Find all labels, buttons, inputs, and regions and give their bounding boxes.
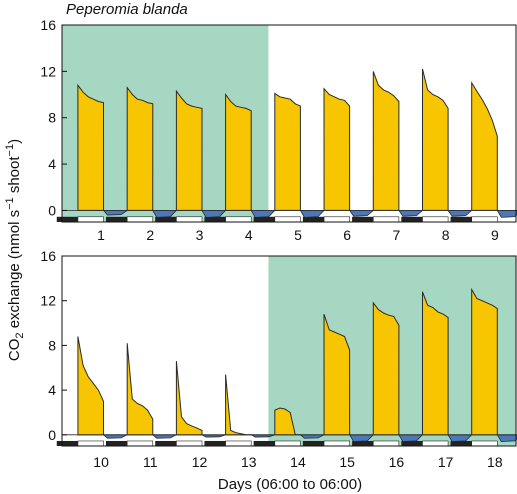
light-bar: [274, 216, 301, 223]
y-tick-label: 12: [40, 63, 56, 79]
day-uptake-area: [471, 287, 498, 436]
night-bar: [253, 216, 275, 222]
night-bar: [450, 440, 472, 446]
night-bar: [352, 216, 374, 222]
day-uptake-area: [126, 86, 154, 211]
night-bar: [155, 216, 177, 222]
light-bar: [372, 440, 400, 447]
light-bar: [471, 440, 498, 447]
night-bar: [56, 216, 78, 222]
day-uptake-area: [372, 71, 400, 211]
x-axis-title: Days (06:00 to 06:00): [218, 476, 362, 493]
light-bar: [225, 216, 252, 223]
day-uptake-area: [274, 92, 301, 211]
night-release-area: [496, 210, 517, 218]
x-tick-label: 16: [389, 454, 405, 470]
x-tick-label: 12: [192, 454, 208, 470]
x-tick-label: 10: [93, 454, 109, 470]
night-bar: [105, 440, 128, 446]
x-tick-label: 2: [146, 227, 154, 243]
light-bar: [77, 440, 104, 447]
y-tick-label: 12: [40, 293, 56, 309]
x-tick-label: 9: [491, 227, 499, 243]
x-tick-label: 15: [339, 454, 355, 470]
day-uptake-area: [421, 68, 449, 211]
light-bar: [126, 216, 154, 223]
light-bar: [323, 440, 350, 447]
x-tick-label: 18: [487, 454, 503, 470]
day-uptake-area: [175, 89, 203, 211]
day-uptake-area: [126, 343, 154, 436]
day-uptake-area: [225, 92, 252, 211]
day-uptake-area: [372, 301, 400, 436]
day-uptake-area: [323, 87, 351, 211]
x-tick-label: 11: [143, 454, 158, 470]
night-bar: [401, 216, 423, 222]
night-bar: [155, 440, 177, 446]
light-bar: [372, 216, 400, 223]
light-bar: [176, 440, 203, 447]
y-tick-label: 0: [48, 427, 56, 443]
night-bar: [401, 440, 423, 446]
light-bar: [225, 440, 252, 447]
y-tick-label: 16: [40, 17, 56, 33]
day-uptake-area: [323, 313, 351, 436]
x-tick-label: 8: [442, 227, 450, 243]
x-tick-label: 13: [241, 454, 257, 470]
night-bar: [302, 440, 325, 446]
night-bar: [56, 440, 78, 446]
night-bar: [450, 216, 472, 222]
light-bar: [422, 440, 449, 447]
night-bar: [352, 440, 374, 446]
y-tick-label: 8: [48, 337, 56, 353]
y-tick-label: 0: [48, 202, 56, 218]
night-release-area: [496, 434, 517, 442]
chart-title: Peperomia blanda: [66, 1, 188, 18]
night-bar: [302, 216, 325, 222]
x-tick-label: 1: [97, 227, 105, 243]
day-uptake-area: [77, 83, 105, 211]
panel-bottom: 10 11 12 13 14 15 16 17 18 0 4 8 12 16: [40, 248, 517, 470]
light-bar: [274, 440, 301, 447]
night-bar: [253, 440, 275, 446]
light-bar: [422, 216, 449, 223]
day-uptake-area: [175, 361, 203, 436]
night-bar: [105, 216, 128, 222]
light-bar: [471, 216, 498, 223]
plot-frame: [61, 255, 517, 447]
x-tick-label: 5: [294, 227, 302, 243]
y-tick-label: 4: [48, 382, 56, 398]
light-bar: [126, 440, 154, 447]
x-tick-label: 7: [393, 227, 401, 243]
x-tick-label: 6: [343, 227, 351, 243]
x-tick-label: 17: [438, 454, 454, 470]
night-bar: [204, 440, 226, 446]
x-tick-label: 3: [196, 227, 204, 243]
night-bar: [204, 216, 226, 222]
day-uptake-area: [77, 336, 105, 436]
light-bar: [176, 216, 203, 223]
x-tick-label: 4: [245, 227, 253, 243]
day-uptake-area: [421, 291, 449, 436]
y-tick-label: 16: [40, 248, 56, 264]
plot-frame: [61, 24, 517, 223]
y-axis-title: CO2 exchange (nmol s−1 shoot−1): [4, 139, 26, 361]
light-bar: [77, 216, 104, 223]
x-tick-label: 14: [290, 454, 306, 470]
y-tick-label: 8: [48, 110, 56, 126]
light-bar: [323, 216, 350, 223]
day-uptake-area: [471, 81, 498, 211]
y-tick-label: 4: [48, 156, 56, 172]
